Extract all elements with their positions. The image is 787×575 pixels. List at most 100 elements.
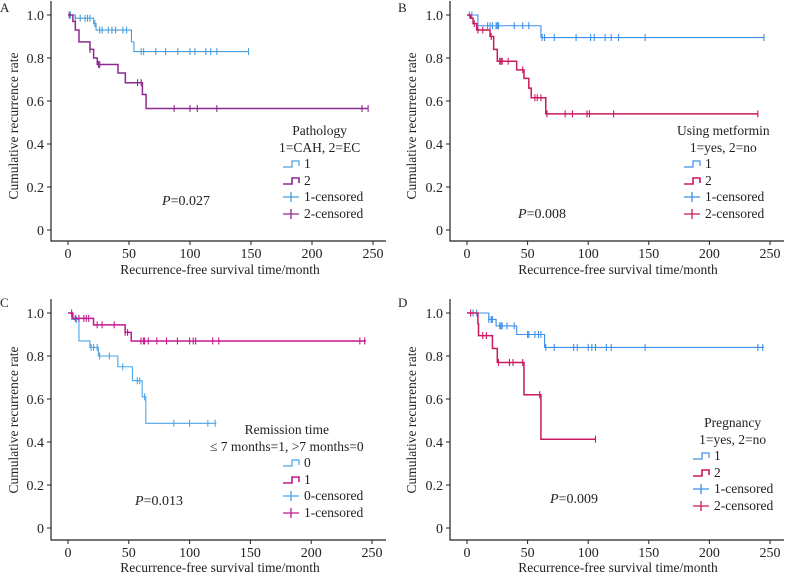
legend-label: 2 [705, 172, 712, 188]
survival-curve-2 [68, 14, 369, 110]
legend-label: 1 [705, 156, 712, 171]
legend-label: 1-censored [705, 189, 765, 204]
legend-label: 1-censored [714, 481, 774, 496]
step-line-icon [282, 457, 300, 469]
y-tick-label: 0.8 [426, 350, 444, 365]
legend-item: 1 [210, 472, 364, 489]
legend-item: 2-censored [276, 206, 363, 223]
legend-title: Using metformin [677, 123, 770, 138]
panel-letter-a: A [0, 0, 10, 15]
legend-item: 2-censored [677, 206, 770, 223]
legend-label: 1 [304, 156, 311, 171]
y-tick-label: 1.0 [27, 9, 45, 24]
legend-label: 1-censored [304, 504, 364, 520]
x-tick-label: 50 [521, 247, 535, 262]
x-tick-label: 200 [301, 546, 322, 561]
y-tick-label: 0.2 [27, 479, 45, 494]
legend-subtitle: 1=CAH, 2=EC [279, 139, 361, 155]
legend-item: 0-censored [210, 488, 364, 505]
y-tick-label: 0.2 [426, 479, 444, 494]
legend-item: 2-censored [692, 498, 773, 515]
step-line-icon [683, 175, 701, 187]
legend-subtitle: 1=yes, 2=no [689, 139, 757, 155]
y-tick-label: 0.2 [426, 181, 444, 196]
legend-label: 2 [304, 172, 311, 188]
x-tick-label: 150 [638, 247, 659, 262]
axes [50, 299, 386, 541]
y-tick-label: 0 [37, 224, 44, 239]
legend-subtitle: ≤ 7 months=1, >7 months=0 [210, 438, 364, 454]
y-tick-label: 0.6 [27, 393, 45, 408]
survival-curve-2 [467, 14, 758, 115]
survival-curve-1 [467, 14, 764, 39]
censored-plus-icon [683, 191, 701, 203]
p-value: P=0.013 [135, 494, 183, 509]
legend-label: 1 [714, 448, 721, 463]
legend-item: 2 [692, 465, 773, 482]
y-tick-label: 0.8 [426, 52, 444, 67]
legend-item: 1-censored [692, 481, 773, 498]
y-tick-label: 1.0 [27, 307, 45, 322]
x-tick-label: 200 [699, 546, 720, 561]
x-tick-label: 150 [638, 546, 659, 561]
p-value: P=0.027 [162, 194, 210, 209]
y-tick-label: 0.8 [27, 52, 45, 67]
x-tick-label: 0 [464, 546, 471, 561]
legend-title: Pregnancy [704, 415, 762, 430]
x-tick-label: 100 [179, 546, 200, 561]
legend-item: 1 [692, 448, 773, 465]
x-axis-label: Recurrence-free survival time/month [120, 262, 320, 277]
legend: Remission time ≤ 7 months=1, >7 months=0… [210, 422, 364, 521]
survival-curve-1 [68, 312, 366, 342]
legend-item: 1 [276, 156, 363, 173]
x-tick-label: 0 [65, 247, 72, 262]
x-tick-label: 50 [521, 546, 535, 561]
step-line-icon [282, 175, 300, 187]
legend-label: 2-censored [705, 205, 765, 221]
axes [449, 1, 784, 242]
legend-title: Remission time [244, 422, 329, 437]
p-value: P=0.009 [550, 492, 598, 507]
censored-plus-icon [692, 500, 710, 512]
censored-plus-icon [692, 483, 710, 495]
y-axis-label: Cumulative recurrence rate [6, 346, 21, 494]
censored-plus-icon [282, 191, 300, 203]
legend: Using metformin 1=yes, 2=no 1 2 1-censored 2… [677, 123, 770, 222]
x-tick-label: 0 [464, 247, 471, 262]
censored-plus-icon [282, 490, 300, 502]
axes [449, 299, 784, 541]
legend-item: 1 [677, 156, 770, 173]
censored-plus-icon [683, 208, 701, 220]
legend-title: Pathology [292, 123, 347, 138]
x-tick-label: 150 [241, 247, 262, 262]
legend-label: 2-censored [304, 205, 364, 221]
x-tick-label: 0 [65, 546, 72, 561]
y-tick-label: 0.4 [426, 436, 444, 451]
y-tick-label: 0 [436, 224, 443, 239]
legend-label: 2 [714, 464, 721, 480]
step-line-icon [692, 450, 710, 462]
y-tick-label: 0.8 [27, 350, 45, 365]
legend-item: 0 [210, 455, 364, 472]
x-tick-label: 200 [302, 247, 323, 262]
legend-label: 0-censored [304, 488, 364, 503]
y-axis-label: Cumulative recurrence rate [404, 346, 419, 494]
legend: Pathology 1=CAH, 2=EC 1 2 1-censored 2-censo… [276, 123, 363, 222]
y-tick-label: 0 [436, 522, 443, 537]
x-axis-label: Recurrence-free survival time/month [518, 560, 718, 575]
x-axis-label: Recurrence-free survival time/month [120, 560, 320, 575]
legend-label: 2-censored [714, 497, 774, 513]
y-axis-label: Cumulative recurrence rate [6, 52, 21, 200]
censored-plus-icon [282, 507, 300, 519]
axes [50, 1, 386, 242]
y-tick-label: 1.0 [426, 307, 444, 322]
y-tick-label: 0.6 [426, 95, 444, 110]
y-tick-label: 0.2 [27, 181, 45, 196]
x-axis-label: Recurrence-free survival time/month [518, 262, 718, 277]
legend-item: 1-censored [677, 189, 770, 206]
x-tick-label: 250 [760, 247, 781, 262]
x-tick-label: 100 [578, 546, 599, 561]
y-tick-label: 0.4 [426, 138, 444, 153]
x-tick-label: 150 [240, 546, 261, 561]
